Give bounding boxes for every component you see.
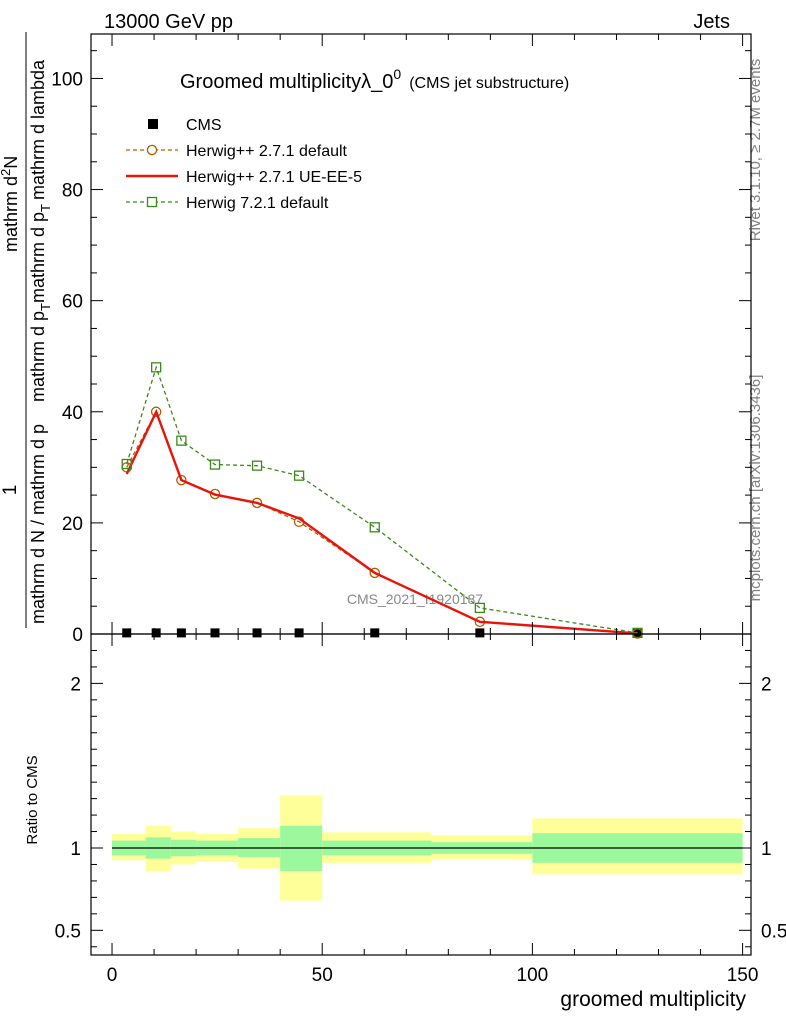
ratio-y-tick-label-right: 2	[761, 674, 772, 695]
chart-subtitle: (CMS jet substructure)	[409, 75, 569, 92]
legend-label: Herwig++ 2.7.1 UE-EE-5	[186, 169, 362, 186]
ylabel-top-sup: 2	[0, 169, 13, 176]
ylabel-den-sub1: T	[38, 303, 53, 311]
legend-entry-2: Herwig++ 2.7.1 UE-EE-5	[126, 169, 362, 186]
cms-point	[176, 628, 186, 638]
main-y-tick-label: 20	[62, 514, 83, 535]
series-point	[151, 362, 162, 373]
ylabel-den-sub2: T	[38, 204, 53, 212]
ylabel-den-3: mathrm d lambda	[28, 59, 48, 200]
series-point	[209, 459, 221, 470]
chart-title-sup: 0	[393, 66, 401, 82]
ylabel-bottom: mathrm d N / mathrm d p	[28, 424, 48, 624]
cms-point	[294, 628, 304, 638]
ylabel-top-d: mathrm d	[1, 176, 21, 252]
ylabel-top-n: N	[1, 156, 21, 169]
ratio-y-axis-label: Ratio to CMS	[24, 755, 41, 844]
x-tick-label: 100	[517, 965, 549, 986]
series-point	[369, 567, 381, 579]
watermark: CMS_2021_I1920187	[347, 591, 483, 607]
legend-entry-3: Herwig 7.2.1 default	[126, 195, 329, 212]
main-y-tick-label: 80	[62, 181, 83, 202]
cms-point	[210, 628, 220, 638]
ratio-frame	[90, 633, 752, 956]
rivet-label: Rivet 3.1.10, ≥ 2.7M events	[747, 59, 764, 242]
ylabel-den-2: mathrm d p	[28, 212, 48, 303]
series-2	[125, 408, 638, 635]
legend-label: Herwig 7.2.1 default	[186, 195, 329, 212]
ratio-y-tick-label-left: 1	[70, 839, 81, 860]
series-line-3	[126, 365, 638, 634]
ratio-y-tick-label-right: 1	[761, 839, 772, 860]
series-point	[176, 474, 187, 486]
series-point	[369, 522, 380, 533]
x-tick-label: 50	[312, 965, 333, 986]
x-tick-label: 150	[727, 965, 759, 986]
series-point	[251, 460, 263, 471]
ylabel-one: 1	[0, 485, 21, 496]
series-point	[150, 406, 162, 418]
series-3	[121, 362, 643, 639]
legend-marker	[146, 196, 158, 208]
legend-label: CMS	[186, 117, 222, 134]
legend-marker-cms	[148, 119, 158, 129]
legend-marker	[146, 144, 158, 156]
cms-point	[151, 628, 161, 638]
main-y-tick-label: 60	[62, 292, 83, 313]
legend-label: Herwig++ 2.7.1 default	[186, 143, 348, 160]
main-y-axis-label: 1 mathrm d N / mathrm d p mathrm d2N mat…	[0, 32, 53, 628]
series-point	[474, 602, 486, 614]
series-point	[121, 458, 132, 470]
chart-title-main: Groomed multiplicityλ_0	[180, 71, 393, 93]
ylabel-top: mathrm d2N	[0, 156, 21, 252]
series-point	[209, 488, 221, 500]
series-0	[122, 628, 642, 638]
series-point	[176, 435, 187, 446]
mcplots-label: mcplots.cern.ch [arXiv:1306.3436]	[747, 375, 764, 602]
ratio-y-tick-label-left: 2	[70, 674, 81, 695]
series-point	[293, 470, 305, 481]
ratio-y-tick-label-left: 0.5	[55, 921, 81, 942]
ylabel-den-1: mathrm d p	[28, 311, 48, 402]
header-left: 13000 GeV pp	[104, 11, 233, 33]
main-series	[121, 362, 643, 639]
series-line-2	[125, 408, 638, 635]
series-point	[632, 627, 643, 639]
main-y-tick-label: 40	[62, 403, 83, 424]
x-tick-label: 0	[107, 965, 118, 986]
legend-entry-1: Herwig++ 2.7.1 default	[126, 143, 348, 160]
ratio-y-tick-label-right: 0.5	[761, 921, 786, 942]
cms-point	[370, 628, 380, 638]
cms-point	[252, 628, 262, 638]
main-y-tick-label: 0	[72, 625, 83, 646]
ylabel-denominator: mathrm d pTmathrm d pTmathrm d lambda	[28, 59, 53, 402]
x-axis-label: groomed multiplicity	[560, 988, 746, 1011]
main-y-tick-label: 100	[51, 69, 83, 90]
chart-title: Groomed multiplicityλ_00 (CMS jet substru…	[180, 66, 569, 93]
cms-point	[122, 628, 132, 638]
axes: 0 20 40 60 80 100 0 50 100 150 0.5 0.5 1 1 2 2	[51, 33, 786, 986]
legend: CMS Herwig++ 2.7.1 default Herwig++ 2.7.1 …	[126, 117, 362, 212]
legend-entry-0: CMS	[148, 117, 222, 134]
header-right: Jets	[693, 11, 730, 33]
cms-point	[475, 628, 485, 638]
